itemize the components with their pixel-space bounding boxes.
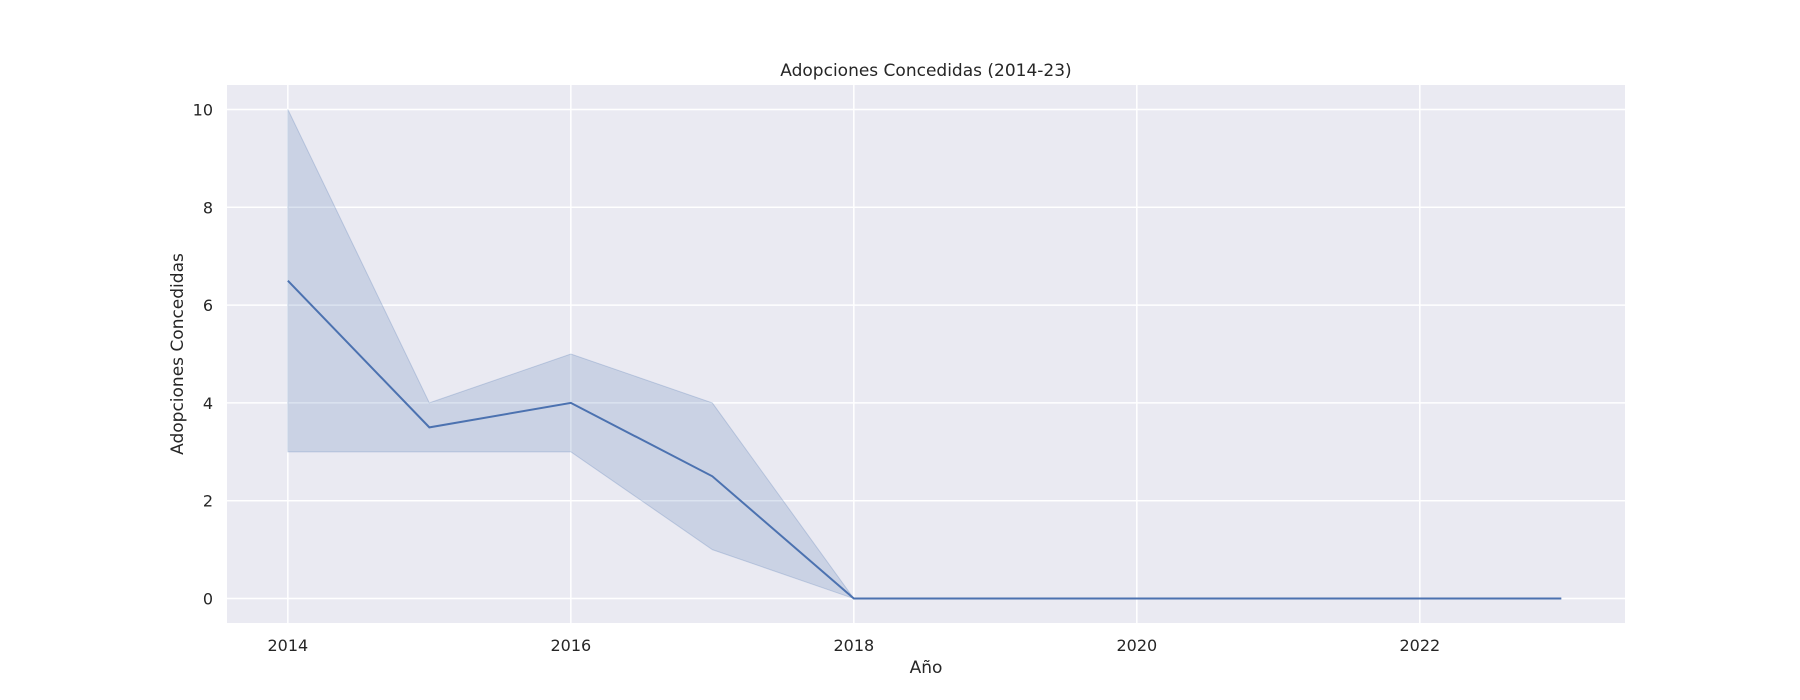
x-tick-label: 2014 bbox=[267, 636, 308, 655]
y-tick-label: 8 bbox=[203, 198, 213, 217]
y-tick-label: 2 bbox=[203, 492, 213, 511]
y-tick-label: 6 bbox=[203, 296, 213, 315]
x-tick-label: 2018 bbox=[833, 636, 874, 655]
y-tick-label: 4 bbox=[203, 394, 213, 413]
x-tick-label: 2022 bbox=[1399, 636, 1440, 655]
x-axis-label: Año bbox=[910, 658, 943, 678]
x-tick-labels: 2014 2016 2018 2020 2022 bbox=[267, 636, 1440, 655]
y-tick-labels: 0 2 4 6 8 10 bbox=[193, 100, 213, 608]
x-tick-label: 2020 bbox=[1116, 636, 1157, 655]
y-tick-label: 10 bbox=[193, 100, 213, 119]
y-tick-label: 0 bbox=[203, 590, 213, 609]
series-line bbox=[287, 279, 1562, 600]
x-tick-label: 2016 bbox=[550, 636, 591, 655]
plot-background bbox=[227, 85, 1625, 623]
chart-title: Adopciones Concedidas (2014-23) bbox=[780, 61, 1071, 81]
y-axis-label: Adopciones Concedidas bbox=[168, 253, 188, 455]
